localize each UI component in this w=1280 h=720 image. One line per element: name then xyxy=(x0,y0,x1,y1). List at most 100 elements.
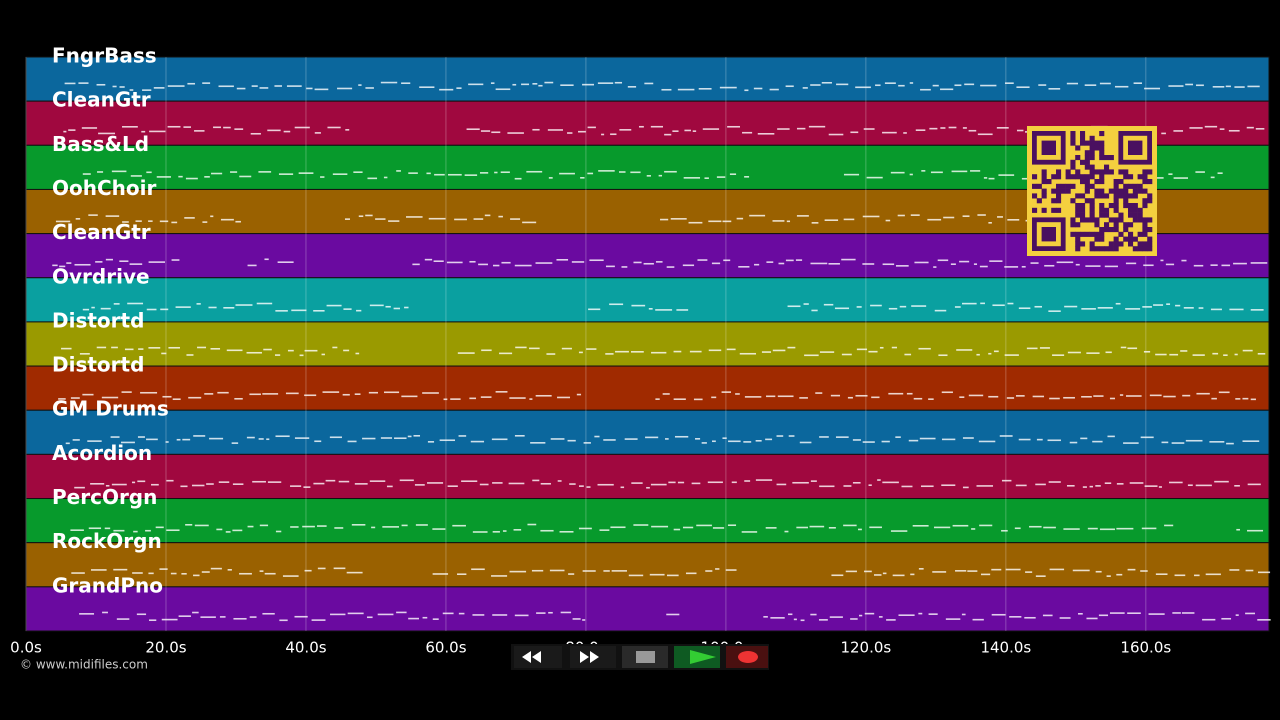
play-button[interactable] xyxy=(674,646,720,668)
note xyxy=(347,440,357,443)
note xyxy=(419,86,435,88)
note xyxy=(166,479,174,482)
note xyxy=(234,397,243,400)
qr-cell xyxy=(1070,131,1076,137)
note xyxy=(258,171,272,173)
qr-cell xyxy=(1084,179,1090,185)
note xyxy=(213,126,221,129)
note xyxy=(1180,350,1188,352)
note xyxy=(765,527,777,529)
qr-cell xyxy=(1147,241,1153,247)
play-icon xyxy=(690,650,716,664)
note xyxy=(792,481,809,484)
note xyxy=(559,172,575,175)
qr-cell xyxy=(1056,169,1062,175)
qr-cell xyxy=(1123,193,1129,199)
note xyxy=(291,309,307,312)
note xyxy=(113,568,128,571)
note xyxy=(332,173,348,175)
note xyxy=(149,619,157,622)
qr-cell xyxy=(1070,140,1076,146)
note xyxy=(492,614,508,616)
note xyxy=(1007,302,1014,305)
note xyxy=(325,479,336,482)
qr-cell xyxy=(1051,198,1057,204)
note xyxy=(670,218,687,220)
note xyxy=(959,396,965,398)
qr-cell xyxy=(1099,246,1105,252)
qr-cell xyxy=(1089,203,1095,209)
note xyxy=(65,442,70,445)
note xyxy=(1245,569,1254,572)
qr-cell xyxy=(1099,193,1105,199)
note xyxy=(910,573,915,576)
note xyxy=(166,529,180,532)
qr-cell xyxy=(1099,140,1105,146)
note xyxy=(648,308,653,310)
rewind-button[interactable] xyxy=(514,646,562,668)
note xyxy=(333,567,346,570)
note xyxy=(149,130,166,133)
qr-finder xyxy=(1041,227,1056,242)
note xyxy=(1099,82,1111,85)
note xyxy=(332,346,338,349)
record-button[interactable] xyxy=(726,646,768,668)
qr-cell xyxy=(1108,227,1114,233)
note xyxy=(895,265,909,267)
note xyxy=(111,170,127,173)
qr-cell xyxy=(1123,188,1129,194)
stop-button[interactable] xyxy=(622,646,668,668)
note xyxy=(892,574,905,577)
note xyxy=(192,611,199,614)
note xyxy=(1066,82,1079,85)
note xyxy=(708,349,722,352)
note xyxy=(521,83,530,86)
note xyxy=(650,125,663,128)
qr-cell xyxy=(1123,183,1129,189)
note xyxy=(828,526,836,529)
note xyxy=(903,132,907,134)
note xyxy=(769,88,779,91)
note xyxy=(317,567,326,570)
note xyxy=(1195,171,1205,173)
note xyxy=(367,177,378,180)
note xyxy=(155,526,164,529)
qr-cell xyxy=(1142,227,1148,233)
note xyxy=(176,438,181,441)
note xyxy=(275,530,282,533)
note xyxy=(819,436,829,438)
note xyxy=(358,215,364,218)
note xyxy=(137,480,146,483)
note xyxy=(597,483,614,486)
note xyxy=(252,480,266,483)
note xyxy=(715,568,720,570)
note xyxy=(787,346,796,349)
note xyxy=(962,127,967,129)
note xyxy=(1042,614,1053,617)
forward-button[interactable] xyxy=(570,646,616,668)
note xyxy=(1064,305,1078,308)
qr-cell xyxy=(1147,236,1153,242)
note xyxy=(196,303,201,305)
note xyxy=(862,441,875,443)
note xyxy=(788,435,795,437)
note xyxy=(287,349,294,352)
note xyxy=(120,441,135,444)
note xyxy=(1123,442,1139,444)
note xyxy=(371,526,376,529)
note xyxy=(58,398,66,400)
qr-cell xyxy=(1104,155,1110,161)
note xyxy=(343,349,350,352)
note xyxy=(136,613,147,616)
note xyxy=(579,485,584,487)
note xyxy=(338,480,350,483)
note xyxy=(1104,265,1118,268)
qr-cell xyxy=(1099,212,1105,218)
note xyxy=(993,350,999,353)
qr-cell xyxy=(1113,193,1119,199)
note xyxy=(1242,440,1260,442)
note xyxy=(404,306,409,309)
note xyxy=(124,348,134,351)
qr-cell xyxy=(1094,169,1100,175)
note xyxy=(744,480,751,482)
